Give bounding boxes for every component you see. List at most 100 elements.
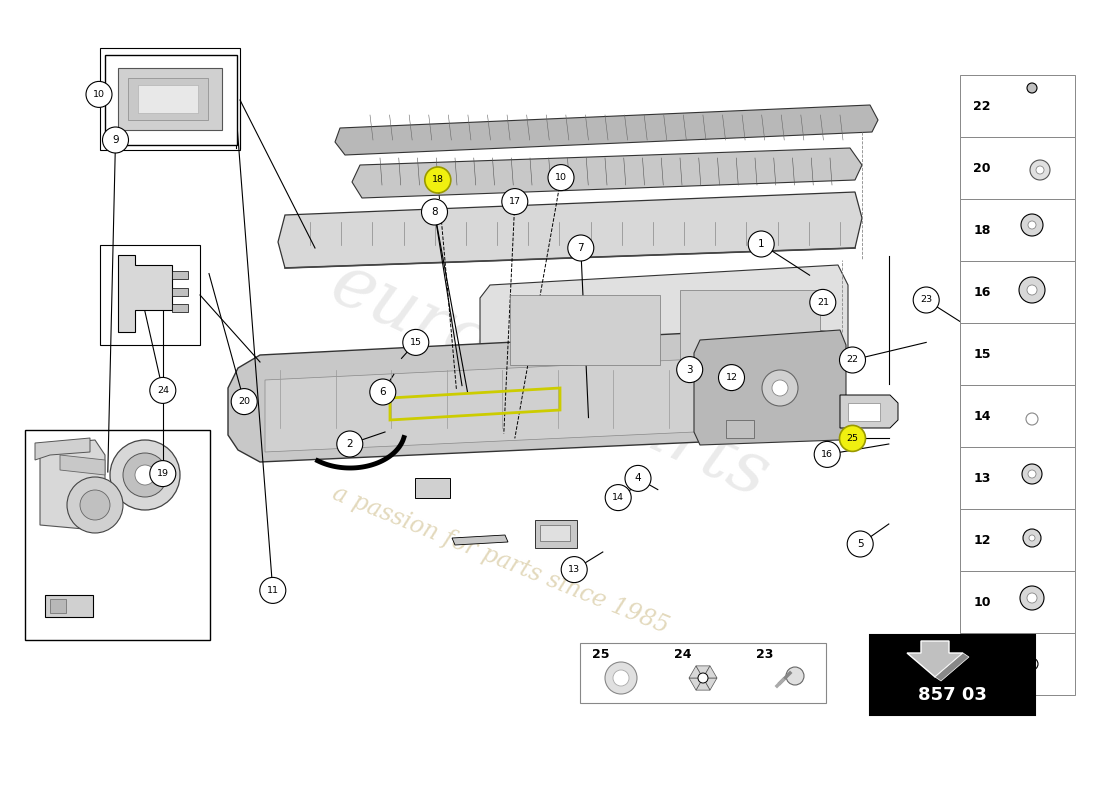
- Bar: [580, 643, 826, 703]
- Text: 19: 19: [157, 469, 168, 478]
- Bar: [960, 571, 1075, 633]
- Circle shape: [1028, 470, 1036, 478]
- Bar: [960, 199, 1075, 261]
- Circle shape: [123, 453, 167, 497]
- Bar: [100, 48, 240, 150]
- Polygon shape: [265, 355, 780, 452]
- Bar: [535, 520, 578, 548]
- Circle shape: [718, 365, 745, 390]
- Text: 7: 7: [578, 243, 584, 253]
- Circle shape: [135, 465, 155, 485]
- Polygon shape: [278, 192, 862, 268]
- Text: a passion for parts since 1985: a passion for parts since 1985: [329, 482, 671, 638]
- Bar: [138, 85, 198, 113]
- Text: 24: 24: [157, 386, 168, 395]
- Polygon shape: [1019, 664, 1032, 675]
- Bar: [960, 75, 1075, 137]
- Text: 3: 3: [686, 365, 693, 374]
- Text: 17: 17: [509, 197, 520, 206]
- Bar: [960, 137, 1075, 199]
- Text: 13: 13: [974, 471, 991, 485]
- Bar: [45, 595, 94, 617]
- Polygon shape: [35, 438, 90, 460]
- Polygon shape: [1025, 653, 1038, 664]
- Text: 12: 12: [726, 373, 737, 382]
- Circle shape: [421, 199, 448, 225]
- Polygon shape: [696, 666, 710, 678]
- Bar: [128, 78, 208, 120]
- Circle shape: [337, 431, 363, 457]
- Text: 23: 23: [920, 295, 933, 305]
- Circle shape: [260, 578, 286, 603]
- Circle shape: [1026, 413, 1038, 425]
- Circle shape: [86, 82, 112, 107]
- Circle shape: [561, 557, 587, 582]
- Circle shape: [1027, 593, 1037, 603]
- Text: 11: 11: [267, 586, 278, 595]
- Circle shape: [786, 667, 804, 685]
- Circle shape: [1021, 214, 1043, 236]
- Text: 15: 15: [974, 347, 991, 361]
- Bar: [540, 525, 570, 541]
- Bar: [1026, 617, 1038, 622]
- Circle shape: [814, 442, 840, 467]
- Circle shape: [502, 189, 528, 214]
- Bar: [1027, 243, 1037, 247]
- Bar: [104, 55, 236, 145]
- Polygon shape: [689, 678, 703, 690]
- Circle shape: [772, 380, 788, 396]
- Text: 18: 18: [974, 223, 991, 237]
- Circle shape: [810, 290, 836, 315]
- Bar: [25, 430, 210, 640]
- Bar: [848, 403, 880, 421]
- Polygon shape: [228, 328, 842, 462]
- Text: 16: 16: [974, 286, 991, 298]
- Circle shape: [605, 662, 637, 694]
- Bar: [510, 295, 660, 365]
- Text: 8: 8: [978, 658, 987, 670]
- Circle shape: [625, 466, 651, 491]
- Circle shape: [1028, 535, 1035, 541]
- Circle shape: [150, 461, 176, 486]
- Text: 23: 23: [757, 649, 773, 662]
- Circle shape: [613, 670, 629, 686]
- Polygon shape: [480, 265, 848, 380]
- Polygon shape: [1019, 653, 1032, 664]
- Polygon shape: [118, 68, 222, 130]
- Text: 10: 10: [556, 173, 566, 182]
- Bar: [960, 447, 1075, 509]
- Circle shape: [839, 426, 866, 451]
- Text: 25: 25: [592, 649, 609, 662]
- Polygon shape: [1032, 653, 1045, 664]
- Text: 18: 18: [432, 175, 443, 185]
- Circle shape: [676, 357, 703, 382]
- Polygon shape: [336, 105, 878, 155]
- Polygon shape: [694, 330, 846, 445]
- Text: 16: 16: [822, 450, 833, 459]
- Bar: [172, 271, 188, 279]
- Text: 6: 6: [379, 387, 386, 397]
- Circle shape: [548, 165, 574, 190]
- Polygon shape: [1016, 410, 1048, 432]
- Polygon shape: [40, 440, 104, 530]
- Circle shape: [1027, 83, 1037, 93]
- Circle shape: [1020, 586, 1044, 610]
- Circle shape: [1022, 464, 1042, 484]
- Circle shape: [839, 347, 866, 373]
- Text: 22: 22: [847, 355, 858, 365]
- Circle shape: [102, 127, 129, 153]
- Circle shape: [231, 389, 257, 414]
- Circle shape: [1028, 221, 1036, 229]
- Bar: [726, 420, 754, 438]
- Polygon shape: [696, 678, 710, 690]
- Polygon shape: [452, 535, 508, 545]
- Text: 857 03: 857 03: [918, 686, 987, 704]
- Polygon shape: [689, 666, 703, 678]
- Text: 10: 10: [974, 595, 991, 609]
- Text: 14: 14: [974, 410, 991, 422]
- Text: 24: 24: [674, 649, 692, 662]
- Bar: [870, 635, 1035, 715]
- Circle shape: [605, 485, 631, 510]
- Circle shape: [913, 287, 939, 313]
- Polygon shape: [840, 395, 898, 428]
